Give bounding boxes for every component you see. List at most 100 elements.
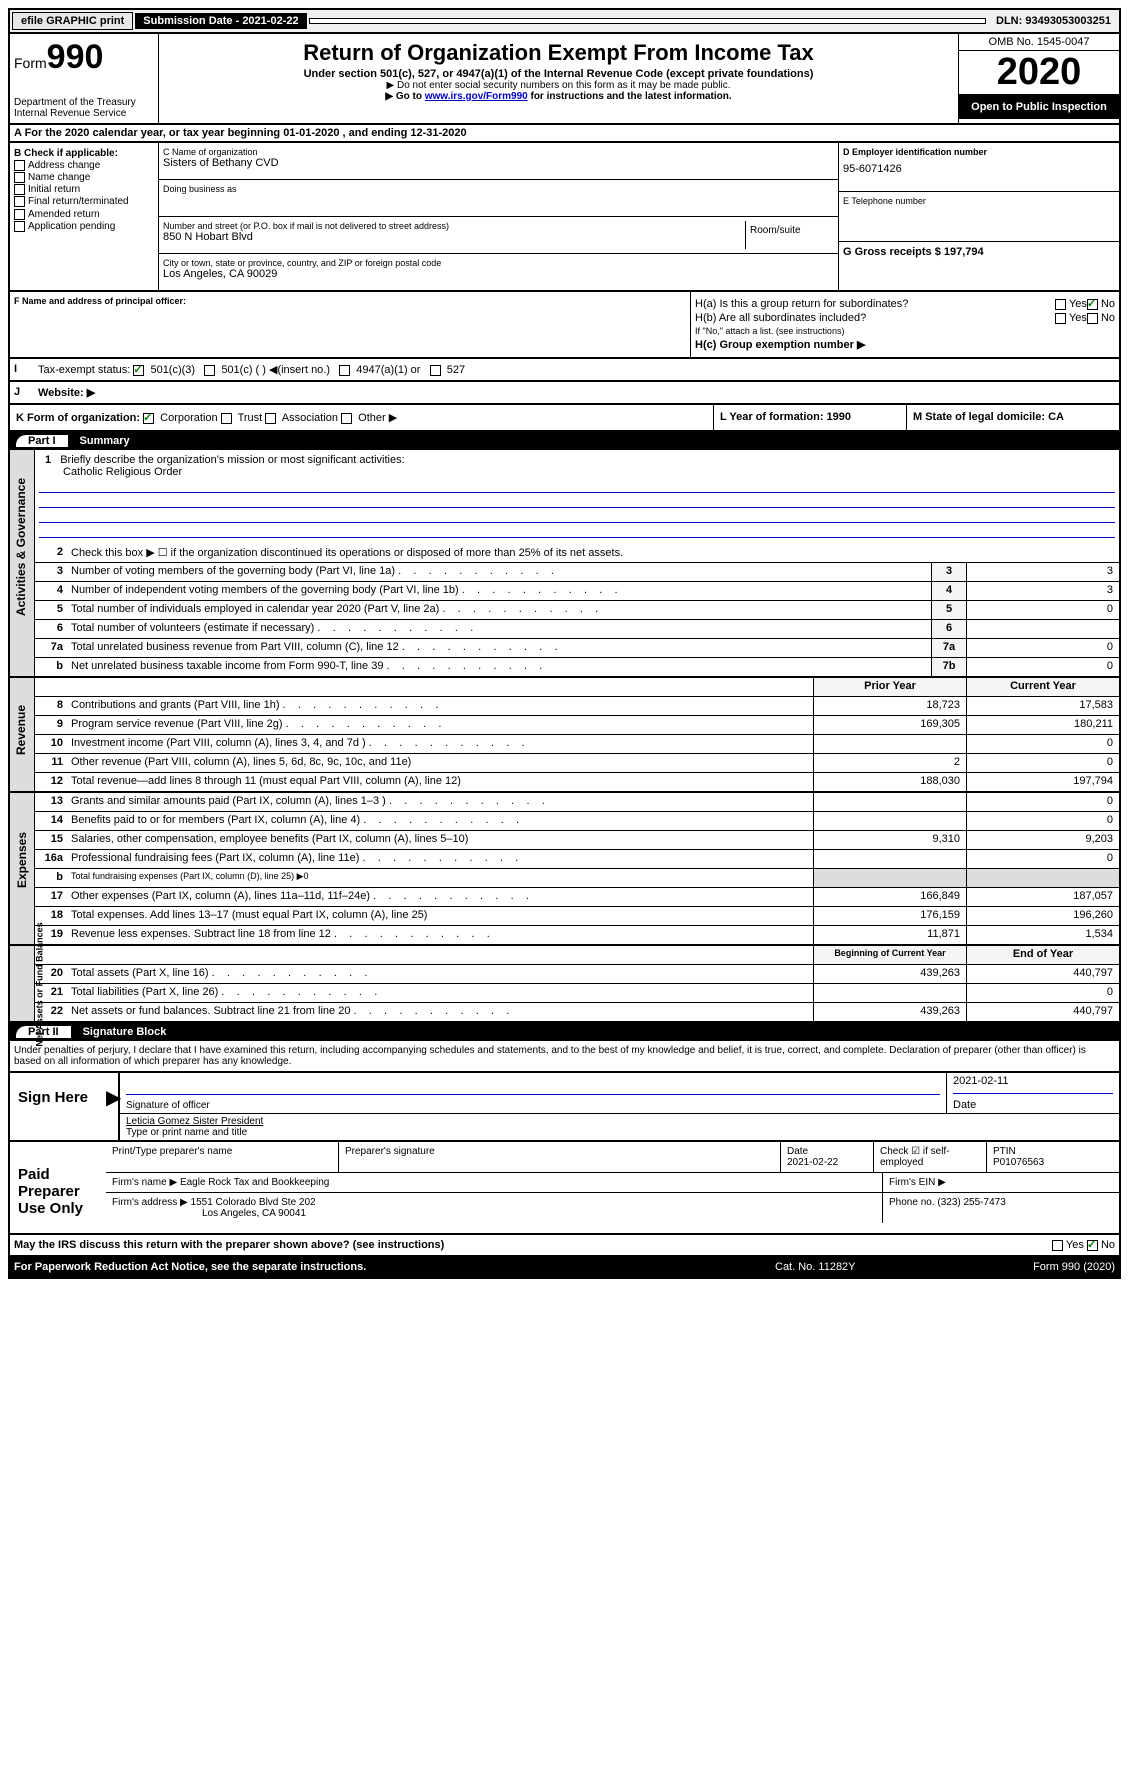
check-other[interactable] bbox=[341, 413, 352, 424]
form-subtitle: Under section 501(c), 527, or 4947(a)(1)… bbox=[163, 68, 954, 80]
l16a: Professional fundraising fees (Part IX, … bbox=[71, 852, 359, 864]
l8: Contributions and grants (Part VIII, lin… bbox=[71, 699, 280, 711]
part2-header: Part II Signature Block bbox=[8, 1023, 1121, 1041]
gross-receipts: G Gross receipts $ 197,794 bbox=[843, 246, 1115, 258]
open-public-badge: Open to Public Inspection bbox=[959, 95, 1119, 119]
side-label-3: Expenses bbox=[15, 832, 29, 888]
l17: Other expenses (Part IX, column (A), lin… bbox=[71, 890, 370, 902]
l11c: 0 bbox=[966, 754, 1119, 772]
check-501c[interactable] bbox=[204, 365, 215, 376]
l9c: 180,211 bbox=[966, 716, 1119, 734]
check-527[interactable] bbox=[430, 365, 441, 376]
ha-no[interactable] bbox=[1087, 299, 1098, 310]
footer: For Paperwork Reduction Act Notice, see … bbox=[8, 1257, 1121, 1279]
ha-yes[interactable] bbox=[1055, 299, 1066, 310]
firm-addr2: Los Angeles, CA 90041 bbox=[112, 1208, 306, 1219]
check-name[interactable] bbox=[14, 172, 25, 183]
perjury-statement: Under penalties of perjury, I declare th… bbox=[8, 1041, 1121, 1073]
prep-date: 2021-02-22 bbox=[787, 1157, 838, 1168]
mission-text: Catholic Religious Order bbox=[39, 466, 182, 478]
addr-label: Number and street (or P.O. box if mail i… bbox=[163, 221, 745, 231]
discuss-label: May the IRS discuss this return with the… bbox=[14, 1239, 444, 1251]
l20p: 439,263 bbox=[813, 965, 966, 983]
ein-value: 95-6071426 bbox=[843, 163, 1115, 175]
efile-button[interactable]: efile GRAPHIC print bbox=[12, 12, 133, 30]
side-label-1: Activities & Governance bbox=[14, 478, 28, 616]
check-pending[interactable] bbox=[14, 221, 25, 232]
form-title: Return of Organization Exempt From Incom… bbox=[163, 40, 954, 66]
check-corp[interactable] bbox=[143, 413, 154, 424]
org-name: Sisters of Bethany CVD bbox=[163, 157, 834, 169]
room-label: Room/suite bbox=[746, 221, 834, 249]
tax-year: 2020 bbox=[959, 51, 1119, 95]
l6-val bbox=[966, 620, 1119, 638]
row-j: J Website: ▶ bbox=[8, 382, 1121, 405]
hb-no[interactable] bbox=[1087, 313, 1098, 324]
check-trust[interactable] bbox=[221, 413, 232, 424]
check-self-employed[interactable]: Check ☑ if self-employed bbox=[874, 1142, 987, 1172]
l19c: 1,534 bbox=[966, 926, 1119, 944]
l19p: 11,871 bbox=[813, 926, 966, 944]
begin-header: Beginning of Current Year bbox=[813, 946, 966, 964]
l8c: 17,583 bbox=[966, 697, 1119, 715]
city-label: City or town, state or province, country… bbox=[163, 258, 834, 268]
l8p: 18,723 bbox=[813, 697, 966, 715]
hb-label: H(b) Are all subordinates included? bbox=[695, 312, 1055, 324]
street-address: 850 N Hobart Blvd bbox=[163, 231, 745, 243]
l21: Total liabilities (Part X, line 26) bbox=[71, 986, 218, 998]
paid-preparer-label: Paid Preparer Use Only bbox=[10, 1142, 106, 1233]
prep-name-label: Print/Type preparer's name bbox=[106, 1142, 339, 1172]
l20c: 440,797 bbox=[966, 965, 1119, 983]
l13p bbox=[813, 793, 966, 811]
l5: Total number of individuals employed in … bbox=[71, 603, 439, 615]
l22: Net assets or fund balances. Subtract li… bbox=[71, 1005, 350, 1017]
col-b-checkboxes: B Check if applicable: Address change Na… bbox=[10, 143, 159, 290]
paid-preparer-section: Paid Preparer Use Only Print/Type prepar… bbox=[8, 1142, 1121, 1235]
l14c: 0 bbox=[966, 812, 1119, 830]
irs-link[interactable]: www.irs.gov/Form990 bbox=[425, 91, 528, 102]
l9: Program service revenue (Part VIII, line… bbox=[71, 718, 283, 730]
check-initial[interactable] bbox=[14, 184, 25, 195]
sign-here-section: Sign Here ▶ Signature of officer 2021-02… bbox=[8, 1073, 1121, 1142]
row-a-tax-year: A For the 2020 calendar year, or tax yea… bbox=[8, 125, 1121, 143]
date-label: Date bbox=[953, 1099, 976, 1111]
row-i: I Tax-exempt status: 501(c)(3) 501(c) ( … bbox=[8, 359, 1121, 382]
current-year-header: Current Year bbox=[966, 678, 1119, 696]
l16ac: 0 bbox=[966, 850, 1119, 868]
l20: Total assets (Part X, line 16) bbox=[71, 967, 209, 979]
expenses-section: Expenses 13Grants and similar amounts pa… bbox=[8, 793, 1121, 946]
officer-name: Leticia Gomez Sister President bbox=[126, 1116, 1113, 1127]
l11: Other revenue (Part VIII, column (A), li… bbox=[71, 756, 411, 768]
check-address[interactable] bbox=[14, 160, 25, 171]
l16ap bbox=[813, 850, 966, 868]
check-4947[interactable] bbox=[339, 365, 350, 376]
l15: Salaries, other compensation, employee b… bbox=[71, 833, 468, 845]
net-assets-section: Net Assets or Fund Balances Beginning of… bbox=[8, 946, 1121, 1023]
check-501c3[interactable] bbox=[133, 365, 144, 376]
form-footer: Form 990 (2020) bbox=[975, 1261, 1115, 1273]
check-final[interactable] bbox=[14, 196, 25, 207]
l7b: Net unrelated business taxable income fr… bbox=[71, 660, 383, 672]
discuss-yes[interactable] bbox=[1052, 1240, 1063, 1251]
discuss-no[interactable] bbox=[1087, 1240, 1098, 1251]
dept-label: Department of the Treasury Internal Reve… bbox=[14, 97, 154, 119]
l7a-val: 0 bbox=[966, 639, 1119, 657]
prior-year-header: Prior Year bbox=[813, 678, 966, 696]
hb-yes[interactable] bbox=[1055, 313, 1066, 324]
l4: Number of independent voting members of … bbox=[71, 584, 459, 596]
check-amended[interactable] bbox=[14, 209, 25, 220]
cat-no: Cat. No. 11282Y bbox=[775, 1261, 975, 1273]
check-assoc[interactable] bbox=[265, 413, 276, 424]
l14p bbox=[813, 812, 966, 830]
paperwork-notice: For Paperwork Reduction Act Notice, see … bbox=[14, 1261, 775, 1273]
section-fgh: F Name and address of principal officer:… bbox=[8, 292, 1121, 359]
l21p bbox=[813, 984, 966, 1002]
l15p: 9,310 bbox=[813, 831, 966, 849]
l12p: 188,030 bbox=[813, 773, 966, 791]
l14: Benefits paid to or for members (Part IX… bbox=[71, 814, 360, 826]
l9p: 169,305 bbox=[813, 716, 966, 734]
col-de: D Employer identification number 95-6071… bbox=[838, 143, 1119, 290]
l11p: 2 bbox=[813, 754, 966, 772]
l17c: 187,057 bbox=[966, 888, 1119, 906]
prep-sig-label: Preparer's signature bbox=[339, 1142, 781, 1172]
